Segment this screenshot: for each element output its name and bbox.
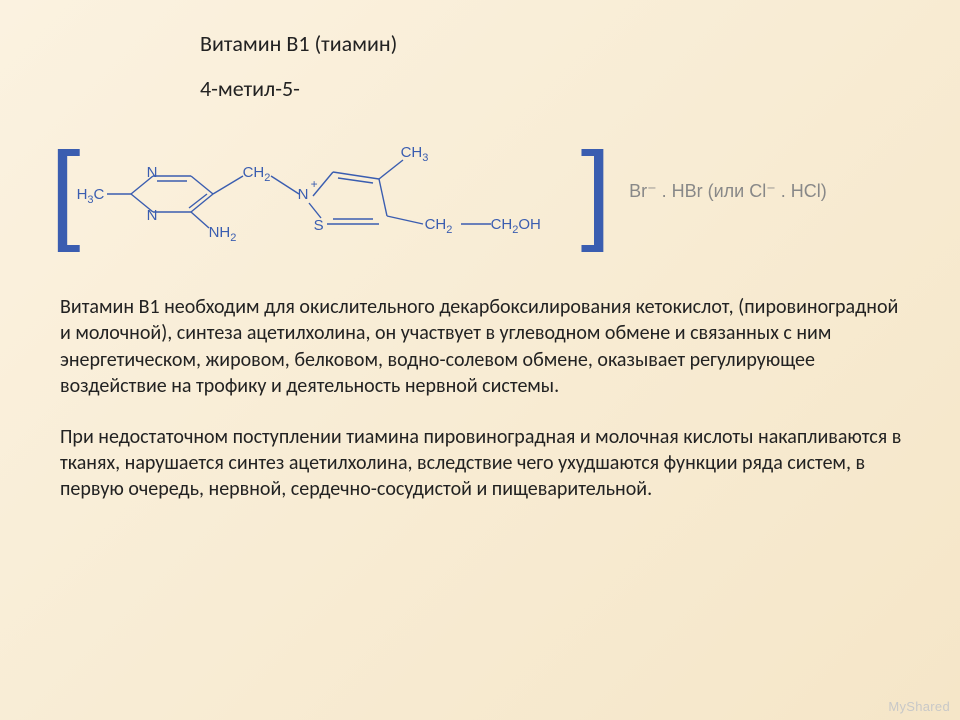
atom-n3: N (298, 186, 309, 203)
subtitle: 4-метил-5- (200, 75, 910, 102)
chemical-formula: [ (50, 124, 910, 259)
atom-n2: N (147, 207, 158, 224)
molecule-structure: N N H3C NH2 CH2 N + S CH3 CH2 CH2OH (91, 124, 571, 259)
title: Витамин В1 (тиамин) (200, 30, 910, 57)
charge-plus: + (311, 177, 318, 191)
bracket-right: ] (581, 137, 612, 247)
paragraph-1: Витамин В1 необходим для окислительного … (60, 294, 910, 400)
atom-s: S (314, 217, 324, 234)
group-ch2oh: CH2OH (491, 216, 541, 236)
group-nh2: NH2 (209, 224, 237, 244)
group-ch2-b: CH2 (425, 216, 453, 236)
watermark: MyShared (888, 699, 950, 714)
counterion-text: Br⁻ . HBr (или Cl⁻ . HCl) (629, 181, 827, 202)
group-h3c: H3C (77, 186, 105, 206)
paragraph-2: При недостаточном поступлении тиамина пи… (60, 424, 910, 503)
atom-n1: N (147, 164, 158, 181)
group-ch2-a: CH2 (243, 164, 271, 184)
group-ch3: CH3 (401, 144, 429, 164)
